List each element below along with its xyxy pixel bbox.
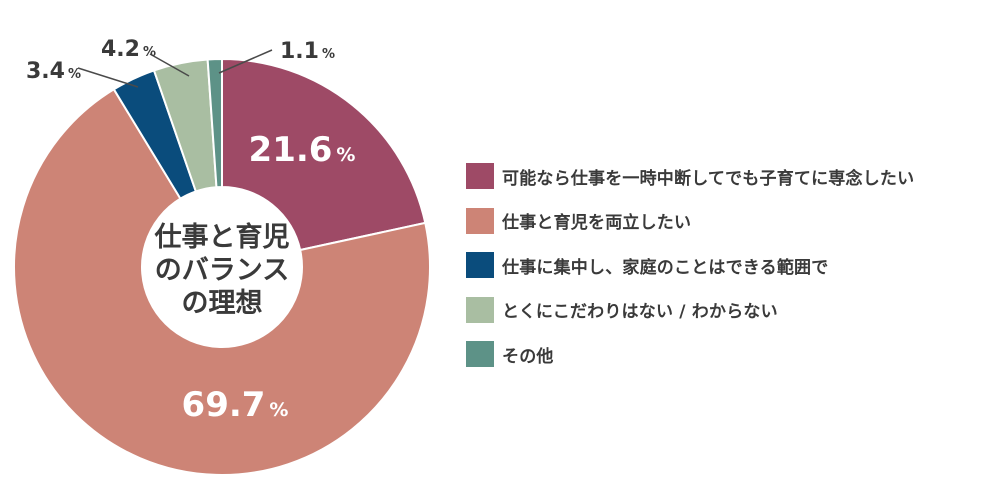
pie-slice xyxy=(206,57,223,189)
legend-swatch xyxy=(466,207,494,234)
leader-line xyxy=(77,67,139,88)
slice-percentage-label: 21.6% xyxy=(249,130,356,170)
legend-item: 仕事に集中し、家庭のことはできる範囲で xyxy=(466,252,996,278)
center-label-line-1: 仕事と育児 xyxy=(154,221,290,253)
slice-percentage-label: 1.1% xyxy=(280,39,335,64)
legend-swatch xyxy=(466,341,494,367)
slice-percentage-label: 4.2% xyxy=(101,37,156,62)
legend-label: その他 xyxy=(502,346,554,367)
slice-percentage-label: 69.7% xyxy=(182,385,289,425)
percentage-labels: 21.6 % 69.7 % 3.4 % 4.2% 1.1% xyxy=(26,37,355,425)
legend-label: 可能なら仕事を一時中断してでも子育てに専念したい xyxy=(502,168,915,189)
legend-swatch xyxy=(466,296,494,323)
legend-swatch xyxy=(466,252,494,278)
leader-line xyxy=(218,49,273,74)
center-label-line-2: のバランス xyxy=(155,255,289,286)
pie-slice xyxy=(221,57,427,252)
legend-label: 仕事と育児を両立したい xyxy=(502,213,692,233)
legend: 可能なら仕事を一時中断してでも子育てに専念したい 仕事と育児を両立したい 仕事に… xyxy=(466,163,996,386)
legend-item: とくにこだわりはない / わからない xyxy=(466,296,996,323)
leader-lines xyxy=(77,49,273,88)
legend-item: その他 xyxy=(466,341,996,367)
leader-line xyxy=(149,53,190,77)
center-label-line-3: の理想 xyxy=(182,288,263,319)
legend-label: 仕事に集中し、家庭のことはできる範囲で xyxy=(502,257,829,278)
legend-label: とくにこだわりはない / わからない xyxy=(502,302,778,322)
legend-item: 仕事と育児を両立したい xyxy=(466,207,996,234)
legend-swatch xyxy=(466,163,494,189)
legend-item: 可能なら仕事を一時中断してでも子育てに専念したい xyxy=(466,163,996,189)
pie-slice xyxy=(13,87,431,476)
donut-slices xyxy=(13,57,431,476)
slice-percentage-label: 3.4% xyxy=(26,59,81,84)
